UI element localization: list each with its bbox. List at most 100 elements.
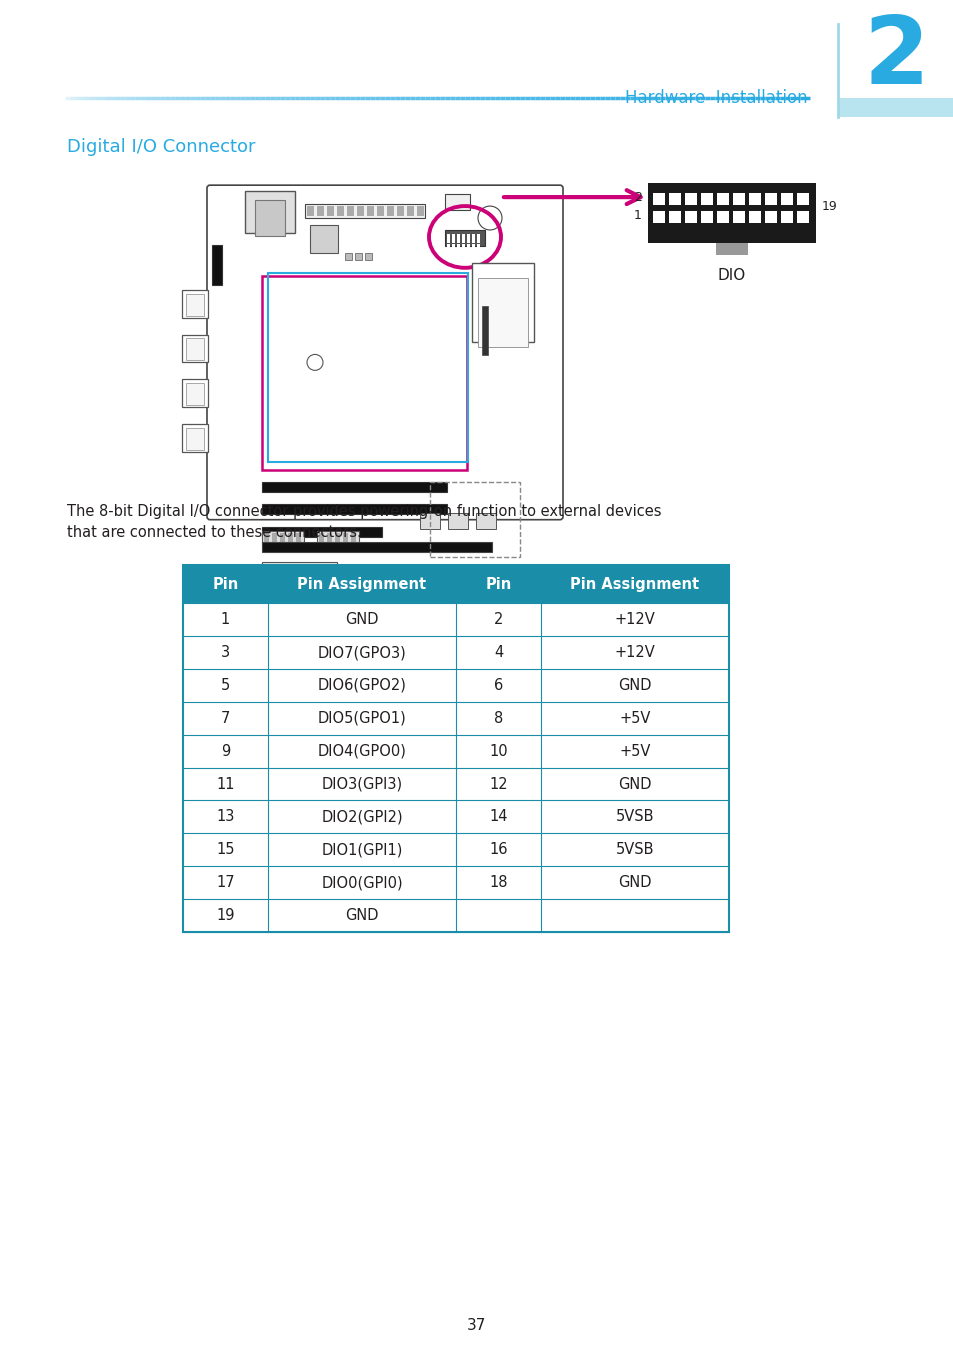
Text: 19: 19 (216, 909, 234, 923)
Bar (447, 244, 450, 253)
Text: 6: 6 (494, 678, 502, 693)
Circle shape (477, 206, 501, 230)
Bar (182, 379, 208, 408)
Bar (781, 211, 792, 223)
Bar (268, 800, 456, 833)
Bar (262, 276, 467, 470)
Bar (245, 191, 294, 233)
Bar (540, 604, 728, 636)
Bar (540, 566, 728, 604)
Text: 13: 13 (216, 810, 234, 825)
Bar (444, 230, 484, 246)
Text: Pin: Pin (485, 577, 511, 592)
Bar (732, 211, 744, 223)
Bar (452, 244, 455, 253)
Text: 1: 1 (221, 612, 230, 627)
Text: 4: 4 (494, 645, 502, 661)
Text: 12: 12 (489, 777, 507, 792)
Bar (268, 833, 456, 867)
Bar (186, 338, 204, 360)
Bar (310, 225, 337, 253)
Bar (268, 735, 456, 768)
Bar (262, 482, 447, 492)
Bar (186, 428, 204, 450)
Bar (376, 206, 384, 217)
Circle shape (356, 566, 393, 601)
Bar (472, 234, 475, 242)
Bar (472, 244, 475, 253)
Bar (343, 532, 348, 543)
Bar (262, 615, 287, 624)
Bar (268, 604, 456, 636)
Bar (456, 669, 540, 701)
Bar (327, 532, 332, 543)
Bar (700, 211, 712, 223)
Bar (262, 527, 381, 536)
Bar (652, 211, 664, 223)
Bar (336, 206, 344, 217)
Bar (537, 615, 550, 624)
Bar (461, 234, 464, 242)
Text: 7: 7 (220, 711, 230, 726)
Bar (540, 669, 728, 701)
Bar (668, 194, 680, 204)
Bar (732, 194, 744, 204)
Bar (262, 562, 336, 577)
Bar (387, 206, 394, 217)
Bar (183, 768, 268, 800)
Bar (268, 669, 456, 701)
Bar (456, 234, 459, 242)
Bar (356, 206, 364, 217)
Text: 2: 2 (634, 191, 641, 203)
Bar (456, 636, 540, 669)
Bar (183, 636, 268, 669)
Bar (262, 504, 447, 513)
Text: 3: 3 (221, 645, 230, 661)
Text: 10: 10 (489, 743, 507, 758)
Bar (183, 833, 268, 867)
Bar (183, 669, 268, 701)
Text: 16: 16 (489, 842, 507, 857)
Bar (183, 701, 268, 735)
Bar (212, 245, 222, 284)
Bar (476, 244, 479, 253)
Bar (519, 615, 532, 624)
Bar (296, 615, 322, 624)
Text: Pin Assignment: Pin Assignment (570, 577, 699, 592)
Bar (262, 582, 336, 596)
Bar (456, 867, 540, 899)
Bar (183, 566, 728, 932)
Bar (668, 211, 680, 223)
Text: 15: 15 (216, 842, 234, 857)
Bar (476, 234, 479, 242)
Text: +5V: +5V (618, 711, 650, 726)
Bar (700, 194, 712, 204)
Bar (481, 306, 488, 355)
Bar (268, 867, 456, 899)
Circle shape (307, 355, 323, 371)
Bar (456, 768, 540, 800)
Bar (540, 867, 728, 899)
Bar (540, 636, 728, 669)
Bar (456, 899, 540, 932)
Bar (288, 532, 293, 543)
Bar (272, 532, 276, 543)
Text: 11: 11 (216, 777, 234, 792)
Bar (183, 800, 268, 833)
Bar (748, 194, 760, 204)
Bar (182, 424, 208, 452)
Bar (540, 735, 728, 768)
Text: Pin: Pin (213, 577, 238, 592)
Bar (556, 615, 567, 624)
Bar (430, 482, 519, 556)
Bar (327, 206, 334, 217)
Bar (540, 833, 728, 867)
Bar (367, 206, 374, 217)
Bar (268, 636, 456, 669)
Bar (472, 263, 534, 343)
Text: Digital I/O Connector: Digital I/O Connector (67, 138, 255, 156)
Text: 17: 17 (216, 875, 234, 890)
Bar (419, 513, 439, 528)
Bar (182, 290, 208, 318)
Bar (268, 899, 456, 932)
